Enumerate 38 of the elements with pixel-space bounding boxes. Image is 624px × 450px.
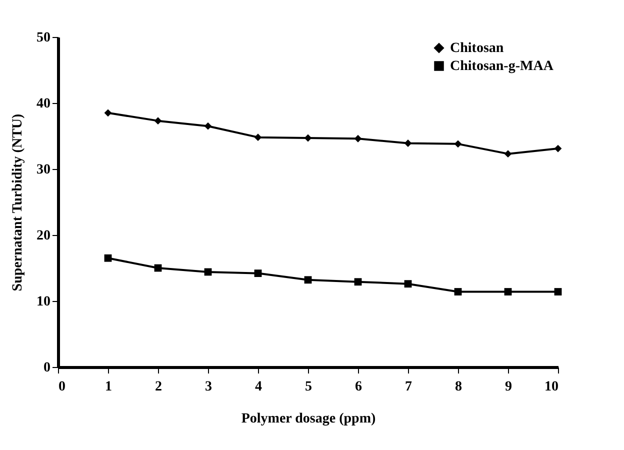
y-tick-label: 40 [36, 96, 50, 112]
point [304, 276, 312, 284]
x-tick-label: 10 [544, 380, 558, 394]
y-axis-title: Supernatant Turbidity (NTU) [10, 113, 26, 292]
x-tick-label: 4 [255, 380, 262, 394]
y-tick-label: 10 [36, 294, 50, 310]
x-axis-title: Polymer dosage (ppm) [241, 412, 376, 426]
point [254, 270, 262, 277]
x-tick-label: 8 [455, 380, 462, 394]
x-tick-label: 3 [205, 380, 212, 394]
y-tick-label: 50 [36, 30, 50, 46]
point [254, 134, 262, 142]
point [304, 134, 312, 142]
point [104, 254, 112, 262]
point [454, 288, 462, 296]
x-tick-label: 0 [58, 380, 66, 394]
x-tick-label: 9 [505, 380, 512, 394]
point [404, 280, 412, 288]
point [154, 117, 162, 125]
point [554, 288, 562, 296]
point [104, 109, 112, 117]
y-tick-label: 20 [36, 228, 50, 244]
point [504, 150, 512, 158]
point [204, 122, 212, 130]
y-tick-label: 0 [44, 360, 50, 376]
point [554, 144, 562, 152]
point [504, 288, 512, 296]
point [354, 278, 362, 286]
legend-label: Chitosan-g-MAA [450, 59, 554, 74]
y-tick-label: 30 [36, 162, 50, 178]
x-tick-label: 6 [355, 380, 362, 394]
x-tick-label: 1 [105, 380, 112, 394]
point [354, 134, 362, 142]
point [454, 140, 462, 148]
legend-label: Chitosan [450, 41, 504, 56]
x-tick-label: 7 [405, 380, 412, 394]
x-tick-label: 5 [305, 380, 312, 394]
x-tick-label: 2 [155, 380, 162, 394]
